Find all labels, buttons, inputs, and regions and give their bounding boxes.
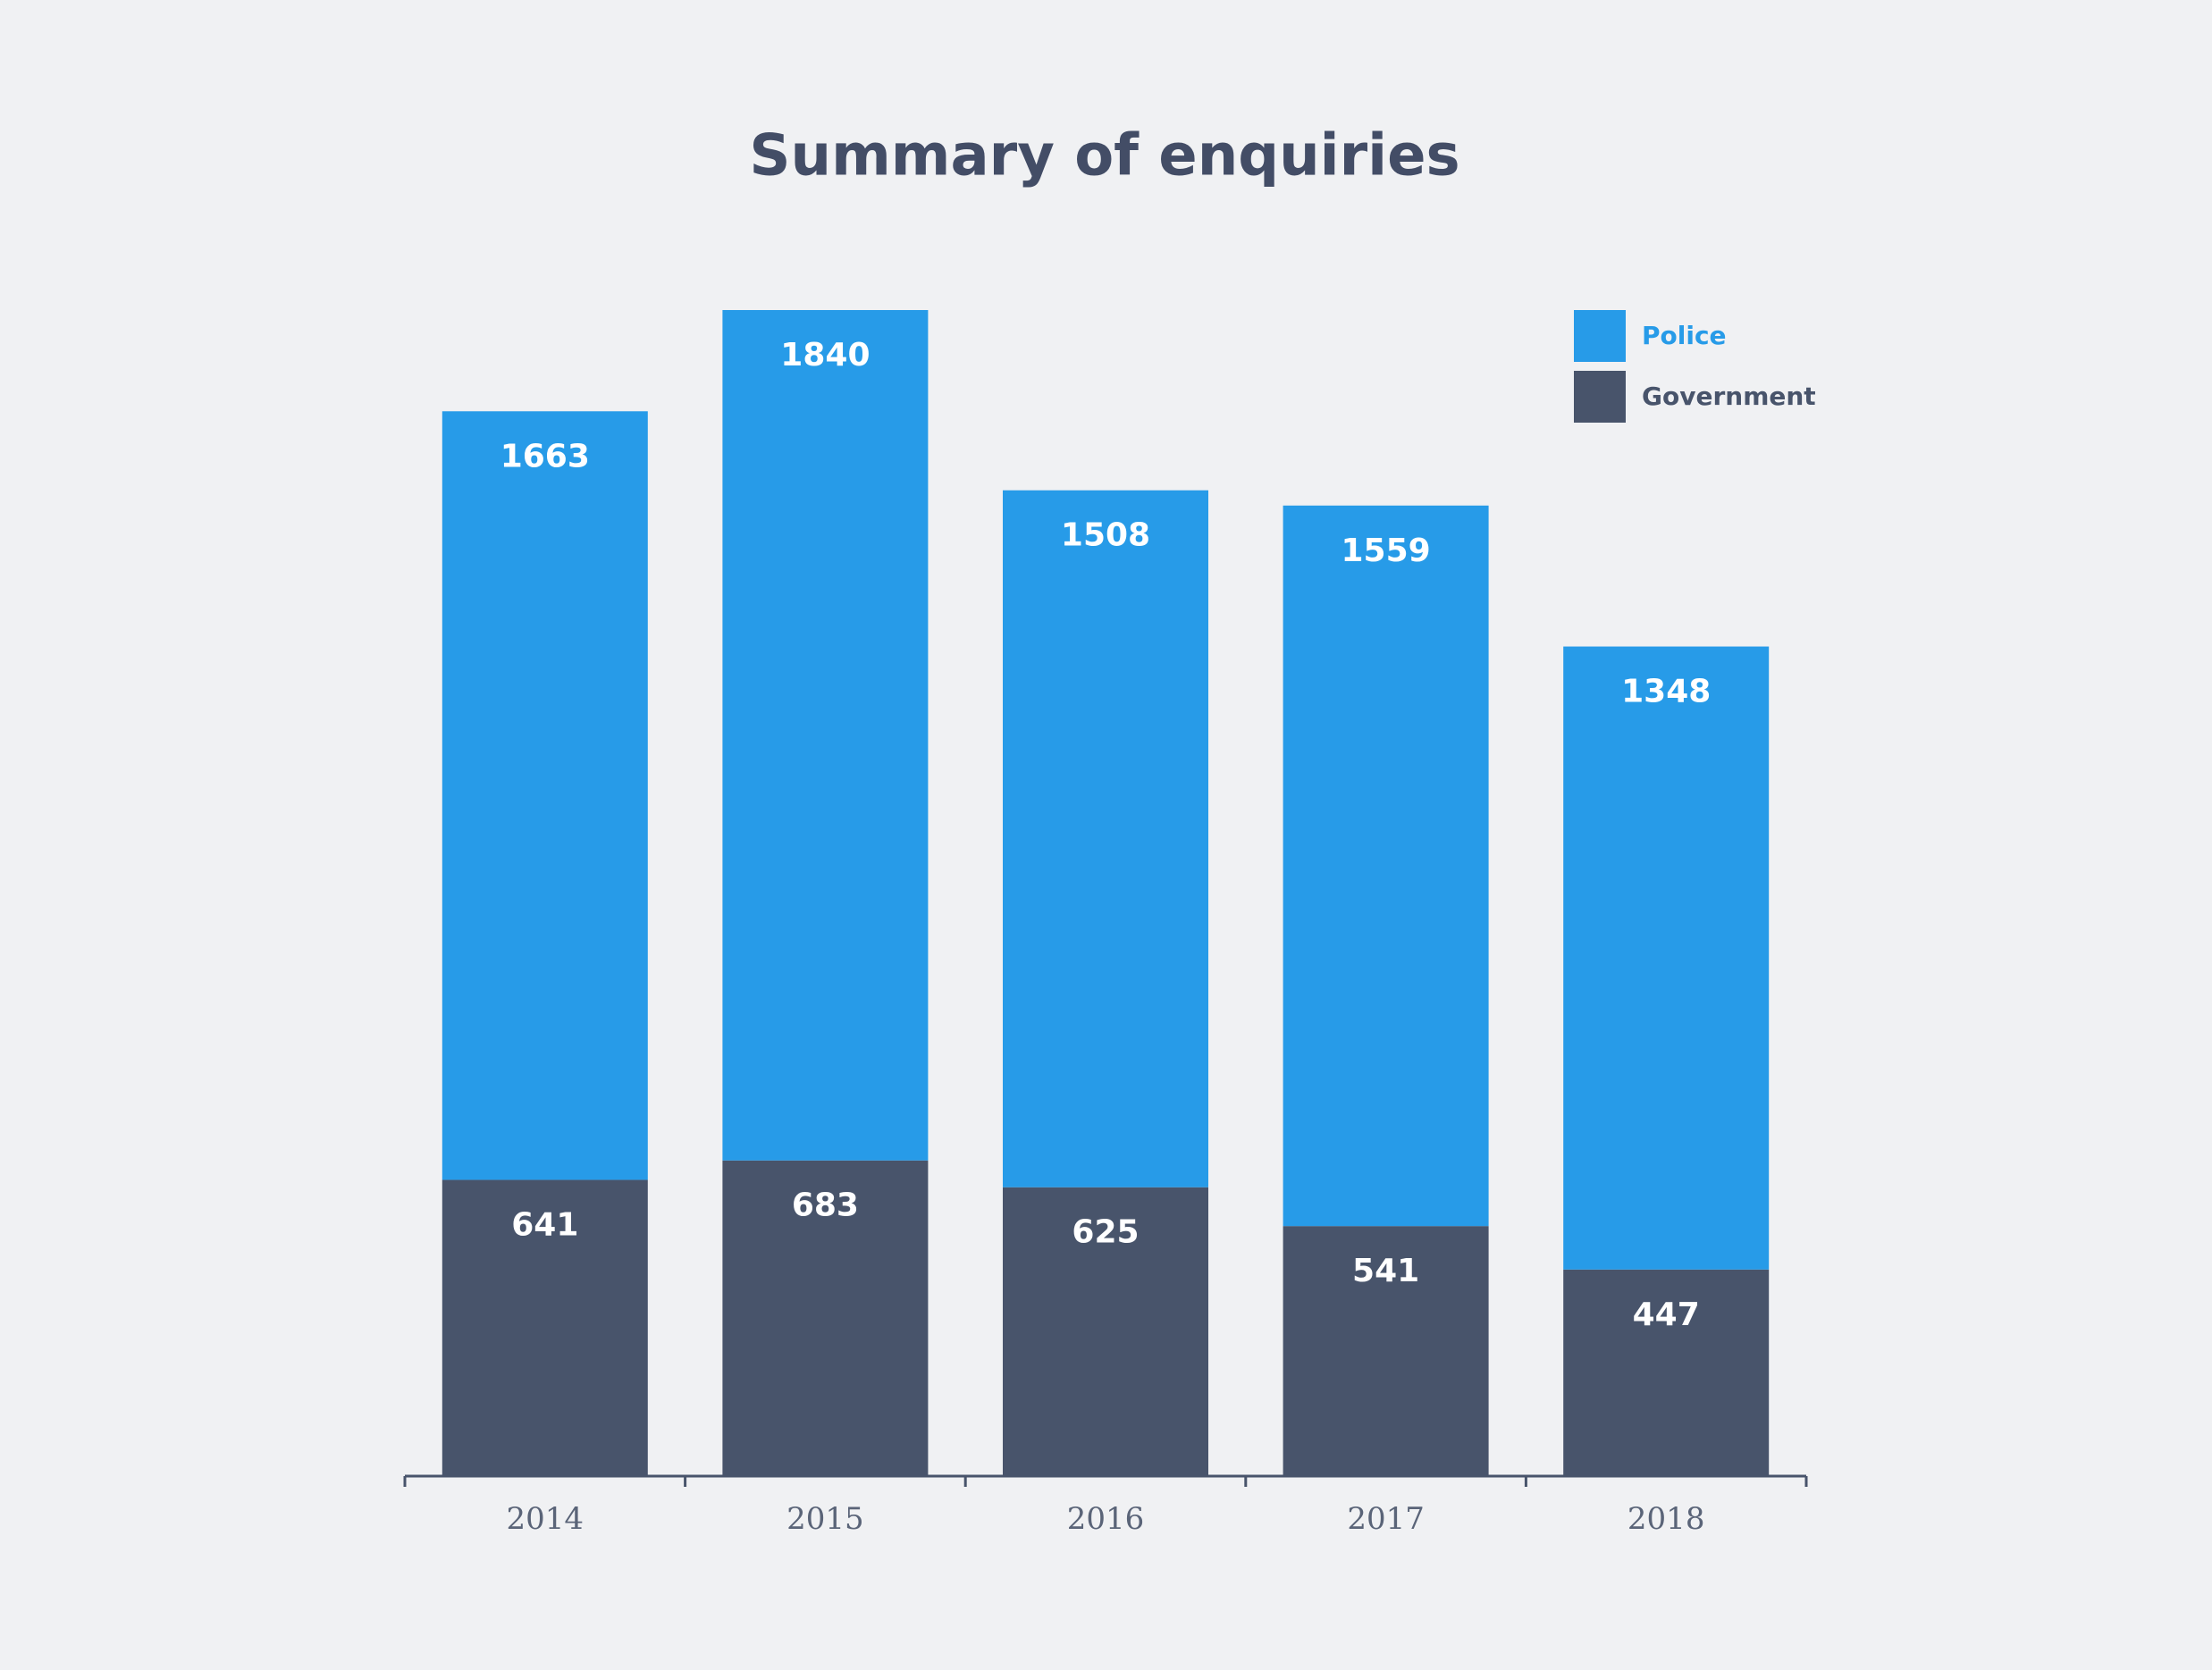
legend-label: Government <box>1642 382 1816 411</box>
chart-title: Summary of enquiries <box>749 123 1459 189</box>
x-tick-label: 2017 <box>1347 1501 1425 1537</box>
data-label: 683 <box>792 1187 859 1224</box>
bar-segment <box>722 1160 929 1476</box>
data-label: 1348 <box>1621 674 1711 710</box>
data-label: 625 <box>1072 1214 1139 1251</box>
bar-segment <box>1283 505 1489 1227</box>
data-label: 447 <box>1633 1297 1700 1333</box>
legend-label: Police <box>1642 321 1727 350</box>
bar-segment <box>1003 490 1208 1187</box>
data-label: 1508 <box>1061 517 1150 554</box>
x-tick-label: 2014 <box>507 1501 585 1537</box>
data-label: 1559 <box>1341 533 1430 569</box>
data-label: 1840 <box>780 337 870 373</box>
x-tick-label: 2016 <box>1067 1501 1145 1537</box>
data-label: 641 <box>511 1206 578 1243</box>
bar-segment <box>442 1179 648 1476</box>
bar-segment <box>1563 646 1770 1270</box>
data-label: 1663 <box>500 438 590 474</box>
data-label: 541 <box>1352 1253 1419 1289</box>
bar-segment <box>722 310 929 1161</box>
bar-segment <box>1283 1226 1489 1476</box>
bar-segment <box>1563 1269 1770 1476</box>
legend-swatch <box>1574 371 1626 423</box>
bar-segment <box>442 411 648 1180</box>
legend-swatch <box>1574 310 1626 362</box>
x-tick-label: 2018 <box>1627 1501 1705 1537</box>
bar-segment <box>1003 1187 1208 1476</box>
x-tick-label: 2015 <box>786 1501 864 1537</box>
